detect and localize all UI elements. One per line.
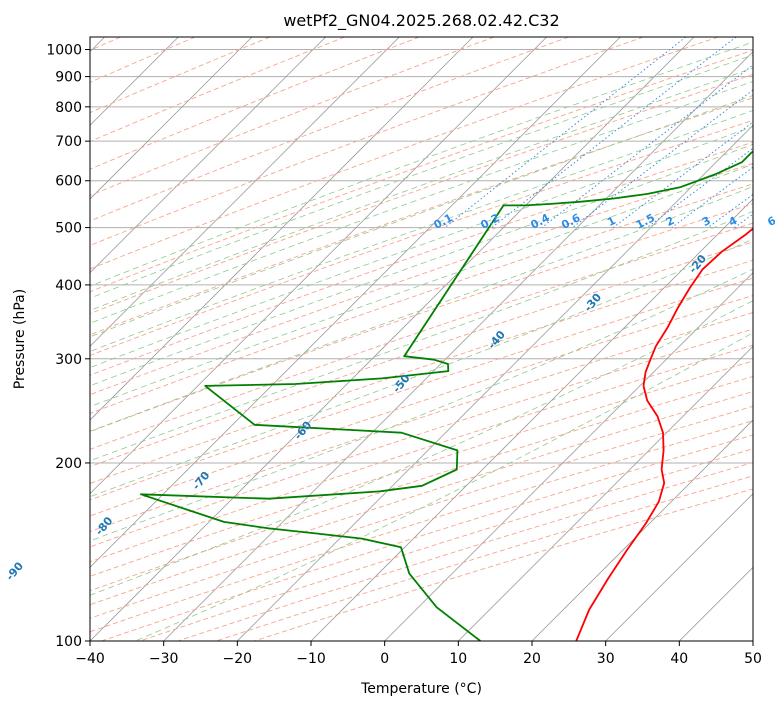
x-tick-label: −40 [75,651,105,667]
y-tick-label: 1000 [46,43,82,59]
dry-adiabat-line [0,37,775,641]
dry-adiabat-line [0,37,775,641]
chart-title: wetPf2_GN04.2025.268.02.42.C32 [283,11,559,31]
isotherm-line [532,37,775,641]
mixing-ratio-label: 1 [605,214,618,229]
dry-adiabat-line [0,37,775,641]
isotherm-line [16,37,620,641]
dry-adiabat-line [0,37,775,641]
dry-adiabat-line [0,37,419,641]
mixing-ratio-label: 0.4 [528,211,552,232]
y-tick-label: 700 [55,134,82,150]
dry-adiabat-line [178,37,775,641]
line-labels: -100-90-80-70-60-50-40-30-20-10010203040… [0,82,775,629]
x-tick-label: 40 [670,651,688,667]
dry-adiabat-line [0,37,775,641]
moist-adiabat-line [0,37,775,641]
mixing-ratio-line [542,37,775,228]
dry-adiabat-line [102,37,775,641]
moist-adiabat-line [135,37,775,641]
dry-adiabat-line [0,37,775,641]
x-tick-label: −10 [296,651,326,667]
moist-adiabat-line [0,37,775,641]
dry-adiabat-line [0,37,775,641]
x-tick-label: 0 [380,651,389,667]
moist-adiabat-line [0,37,775,641]
x-tick-label: −20 [223,651,253,667]
y-tick-label: 400 [55,278,82,294]
isotherm-line [0,37,399,641]
y-tick-label: 600 [55,174,82,190]
dry-adiabat-line [0,37,775,641]
moist-adiabat-line [0,37,775,641]
dry-adiabat-line [0,37,270,641]
moist-adiabat-line [0,37,775,641]
dry-adiabat-line [0,37,775,641]
y-tick-label: 300 [55,352,82,368]
dry-adiabat-line [0,37,775,641]
dry-adiabat-line [0,37,775,641]
temperature-profile [576,64,775,641]
x-tick-label: 50 [744,651,762,667]
isotherm-line [385,37,775,641]
mixing-ratio-label: 4 [727,214,740,229]
y-tick-label: 500 [55,221,82,237]
mixing-ratio-label: 0.6 [559,211,583,232]
mixing-ratio-label: 0.1 [432,211,455,232]
dry-adiabat-line [0,37,775,641]
mixing-ratio-label: 3 [700,214,713,229]
mixing-ratio-line [613,37,775,228]
dry-adiabat-line [0,37,775,641]
dry-adiabat-line [0,37,718,641]
dry-adiabat-line [0,37,494,641]
moist-adiabat-line [0,37,775,641]
dry-adiabat-line [0,37,775,641]
x-tick-label: 10 [449,651,467,667]
dry-adiabat-label: -80 [93,514,116,538]
y-tick-label: 900 [55,70,82,86]
dry-adiabat-label: -20 [686,252,709,276]
mixing-ratio-line [708,37,775,228]
dry-adiabat-line [0,37,775,641]
x-tick-label: −30 [149,651,179,667]
moist-adiabat-line [0,37,775,641]
mixing-ratio-label: 1.5 [634,211,657,232]
background-lines [0,37,775,641]
mixing-ratio-line [735,37,775,228]
mixing-ratio-label: 6 [765,214,775,229]
dry-adiabat-line [0,37,775,641]
x-tick-label: 20 [523,651,541,667]
x-axis-label: Temperature (°C) [360,681,482,697]
dry-adiabat-line [0,37,775,641]
isotherm-line [679,37,775,641]
y-tick-label: 200 [55,456,82,472]
moist-adiabat-line [0,37,775,641]
mixing-ratio-label: 2 [664,214,677,229]
isotherm-line [753,37,775,641]
x-tick-label: 30 [597,651,615,667]
moist-adiabat-line [0,37,775,641]
dry-adiabat-label: -40 [485,328,508,352]
moist-adiabat-line [0,37,775,641]
isotherm-line [0,37,326,641]
moist-adiabat-line [0,37,775,641]
dry-adiabat-line [0,37,569,641]
y-tick-label: 100 [55,634,82,650]
moist-adiabat-line [0,37,775,641]
moist-adiabat-line [0,37,775,641]
plot-frame [90,37,753,641]
y-tick-label: 800 [55,100,82,116]
dry-adiabat-line [0,37,775,641]
moist-adiabat-line [0,37,768,641]
dry-adiabat-label: -30 [581,291,604,315]
isotherm-line [0,37,547,641]
dry-adiabat-line [0,37,775,641]
y-axis-label: Pressure (hPa) [12,289,28,389]
dry-adiabat-label: -90 [3,559,26,583]
